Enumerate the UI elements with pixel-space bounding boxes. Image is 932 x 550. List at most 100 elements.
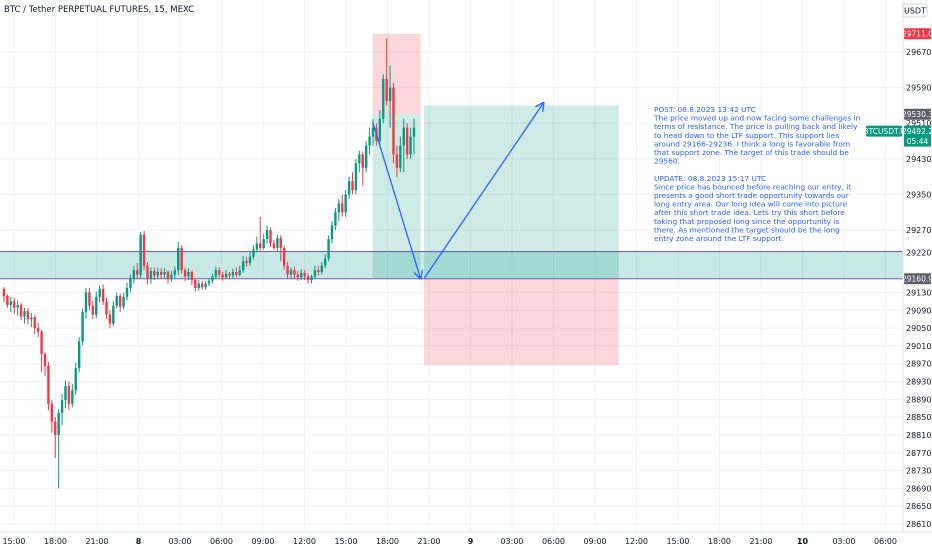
candle-body (388, 87, 392, 101)
price-tick-label: 29130.0 (906, 288, 932, 297)
candle-body (36, 328, 40, 332)
annotation-line: 29560. (654, 157, 680, 166)
candle-body (392, 87, 395, 155)
annotation-line: around 29166-29236. I think a long is fa… (654, 139, 850, 148)
candle-body (412, 127, 416, 137)
time-tick-label: 12:00 (625, 537, 648, 546)
candle-body (43, 353, 47, 366)
candle-body (255, 243, 259, 250)
candle-body (245, 261, 248, 264)
candle-body (310, 276, 313, 280)
price-tag-bg (904, 273, 931, 285)
candle-body (40, 331, 43, 354)
price-tag: 29711.0 (902, 28, 932, 40)
price-tick-label: 29270.0 (906, 226, 932, 235)
candle-body (238, 270, 241, 275)
candle-body (218, 270, 221, 275)
time-tick-label: 10 (797, 537, 809, 546)
price-tick-label: 28730.0 (906, 467, 932, 476)
annotation-line: Since price has bounced before reaching … (654, 182, 851, 191)
time-axis[interactable]: 15:00 18:00 21:00 8 03:00 06:00 09:00 12:00 15:0… (0, 531, 932, 546)
candle-body (180, 247, 183, 271)
price-tag: 29492.2 (902, 125, 932, 137)
annotation-line: long entry area. Our long idea will come… (654, 200, 848, 209)
candle-body (146, 265, 149, 280)
annotation-line: POST: 08.8.2023 13:42 UTC (654, 105, 756, 114)
candle-body (30, 317, 33, 320)
trade-arrow (423, 103, 544, 280)
candle-body (303, 272, 306, 277)
candle-body (156, 271, 159, 276)
candle-body (286, 265, 289, 275)
candle-body (276, 238, 279, 248)
candle-body (241, 261, 245, 271)
price-tag-label: 29492.2 (902, 127, 932, 136)
candle-body (409, 136, 412, 155)
candle-body (71, 390, 74, 404)
candle-body (166, 271, 170, 280)
candle-body (74, 368, 77, 391)
candle-body (317, 270, 320, 272)
candle-body (54, 421, 57, 435)
time-tick-label: 03:00 (832, 537, 855, 546)
annotation-line: after this short trade idea. Lets try th… (654, 208, 845, 217)
candle-body (279, 238, 282, 248)
candle-body (344, 194, 347, 213)
candle-body (248, 256, 252, 264)
price-tick-label: 28930.0 (906, 378, 932, 387)
candle-body (347, 181, 351, 195)
price-tag-label: 29530.3 (902, 110, 932, 119)
time-tick-label: 8 (136, 537, 142, 546)
candle-body (293, 270, 296, 275)
candle-body (60, 400, 64, 413)
price-tick-label: 29220.0 (906, 248, 932, 257)
candle-body (289, 270, 293, 275)
price-tick-label: 29090.0 (906, 306, 932, 315)
candle-body (405, 127, 409, 155)
candle-body (125, 288, 129, 297)
candle-body (187, 271, 190, 277)
candle-body (341, 203, 344, 213)
zones (0, 33, 903, 366)
candle-body (200, 283, 204, 288)
price-tag-bg (904, 125, 931, 137)
candle-body (132, 270, 136, 279)
candle-body (95, 296, 98, 315)
time-tick-label: 15:00 (334, 537, 357, 546)
candle-body (136, 270, 139, 275)
candles (2, 38, 416, 489)
annotation-line: entry zone around the LTF support. (654, 234, 784, 243)
price-tag-label: 05:44 (907, 137, 929, 146)
candle-body (13, 301, 16, 308)
short-stop-zone (372, 33, 421, 115)
price-tick-label: 29510.0 (906, 119, 932, 128)
price-tag-bg (904, 28, 931, 40)
time-tick-label: 15:00 (666, 537, 689, 546)
candle-body (84, 292, 88, 313)
candle-body (382, 78, 385, 119)
currency-button[interactable]: USDT (902, 3, 928, 18)
candle-body (330, 225, 334, 240)
price-tag: BTCUSDT.P (863, 125, 905, 137)
candle-body (149, 271, 153, 280)
price-tick-label: 28810.0 (906, 431, 932, 440)
candle-body (19, 304, 23, 317)
price-tick-label: 28970.0 (906, 360, 932, 369)
candle-body (33, 317, 36, 329)
price-tag: 29530.3 (902, 108, 932, 120)
price-tick-label: 29670.0 (906, 48, 932, 57)
time-tick-label: 06:00 (542, 537, 565, 546)
candle-body (2, 288, 6, 297)
price-axis[interactable]: 29670.0 29590.0 29510.0 29430.0 29350.0 29270… (902, 0, 932, 532)
candle-body (101, 288, 105, 302)
time-tick-label: 18:00 (44, 537, 67, 546)
candle-body (269, 230, 272, 244)
candle-body (351, 181, 354, 191)
candle-body (368, 136, 371, 146)
candle-body (313, 270, 317, 277)
candle-body (337, 203, 341, 213)
candle-body (170, 274, 173, 280)
price-tick-label: 29050.0 (906, 324, 932, 333)
